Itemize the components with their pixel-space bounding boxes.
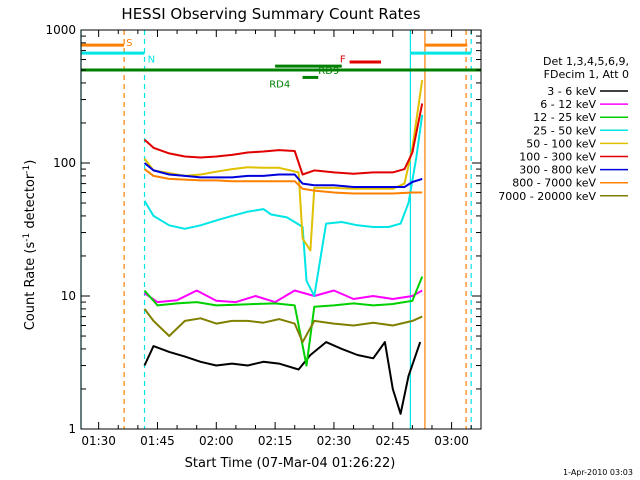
y-label-part1: Count Rate (s xyxy=(23,242,38,331)
legend-header-1: FDecim 1, Att 0 xyxy=(544,68,629,81)
x-tick-label-6: 03:00 xyxy=(434,434,469,448)
x-tick-label-3: 02:15 xyxy=(258,434,293,448)
legend-label-5: 100 - 300 keV xyxy=(519,151,596,164)
marker-label-n: N xyxy=(148,55,155,66)
legend-label-7: 800 - 7000 keV xyxy=(512,177,596,190)
x-tick-label-1: 01:45 xyxy=(140,434,175,448)
series-line-4 xyxy=(143,79,424,252)
legend-label-6: 300 - 800 keV xyxy=(519,164,596,177)
y-label-sup2: -1 xyxy=(22,165,32,174)
series-line-1 xyxy=(143,289,423,304)
x-tick-label-5: 02:45 xyxy=(375,434,410,448)
legend-label-3: 25 - 50 keV xyxy=(533,124,596,137)
axes: 01:30 01:45 02:00 02:15 02:30 02:45 03:00 1 10 10… xyxy=(45,23,481,448)
y-label-part3: ) xyxy=(23,160,38,165)
series-line-6 xyxy=(143,162,423,188)
legend-label-4: 50 - 100 keV xyxy=(526,137,596,150)
y-tick-label-2: 100 xyxy=(53,156,76,170)
legend: Det 1,3,4,5,6,9,FDecim 1, Att 0 3 - 6 keV… xyxy=(498,55,629,203)
y-tick-label-3: 1000 xyxy=(45,23,76,37)
series-line-2 xyxy=(143,276,424,367)
x-axis-label: Start Time (07-Mar-04 01:26:22) xyxy=(185,456,396,471)
legend-label-1: 6 - 12 keV xyxy=(540,98,596,111)
y-tick-label-1: 10 xyxy=(61,289,76,303)
marker-label-f: F xyxy=(340,55,346,66)
series-line-7 xyxy=(143,168,423,195)
marker-label-rd9: RD9 xyxy=(318,66,339,77)
x-tick-label-0: 01:30 xyxy=(81,434,116,448)
legend-label-2: 12 - 25 keV xyxy=(533,111,596,124)
legend-label-0: 3 - 6 keV xyxy=(547,85,596,98)
marker-label-rd4: RD4 xyxy=(269,80,290,91)
y-label-sup1: -1 xyxy=(22,233,32,242)
footer-timestamp: 1-Apr-2010 03:03 xyxy=(563,468,633,477)
series-line-0 xyxy=(143,341,422,415)
legend-label-8: 7000 - 20000 keV xyxy=(498,190,596,203)
y-tick-label-0: 1 xyxy=(68,422,76,436)
legend-header-0: Det 1,3,4,5,6,9, xyxy=(543,55,629,68)
y-label-part2: detector xyxy=(23,173,38,233)
plot-frame xyxy=(80,29,482,430)
series-layer xyxy=(143,79,424,415)
y-axis-label: Count Rate (s-1 detector-1) xyxy=(22,160,38,331)
x-tick-label-2: 02:00 xyxy=(199,434,234,448)
marker-label-s: S xyxy=(126,38,132,49)
series-line-8 xyxy=(143,308,423,344)
series-line-3 xyxy=(143,114,424,297)
x-tick-label-4: 02:30 xyxy=(317,434,352,448)
chart-title: HESSI Observing Summary Count Rates xyxy=(121,5,420,23)
instrument-state-lines xyxy=(80,30,472,429)
series-line-5 xyxy=(143,103,424,176)
